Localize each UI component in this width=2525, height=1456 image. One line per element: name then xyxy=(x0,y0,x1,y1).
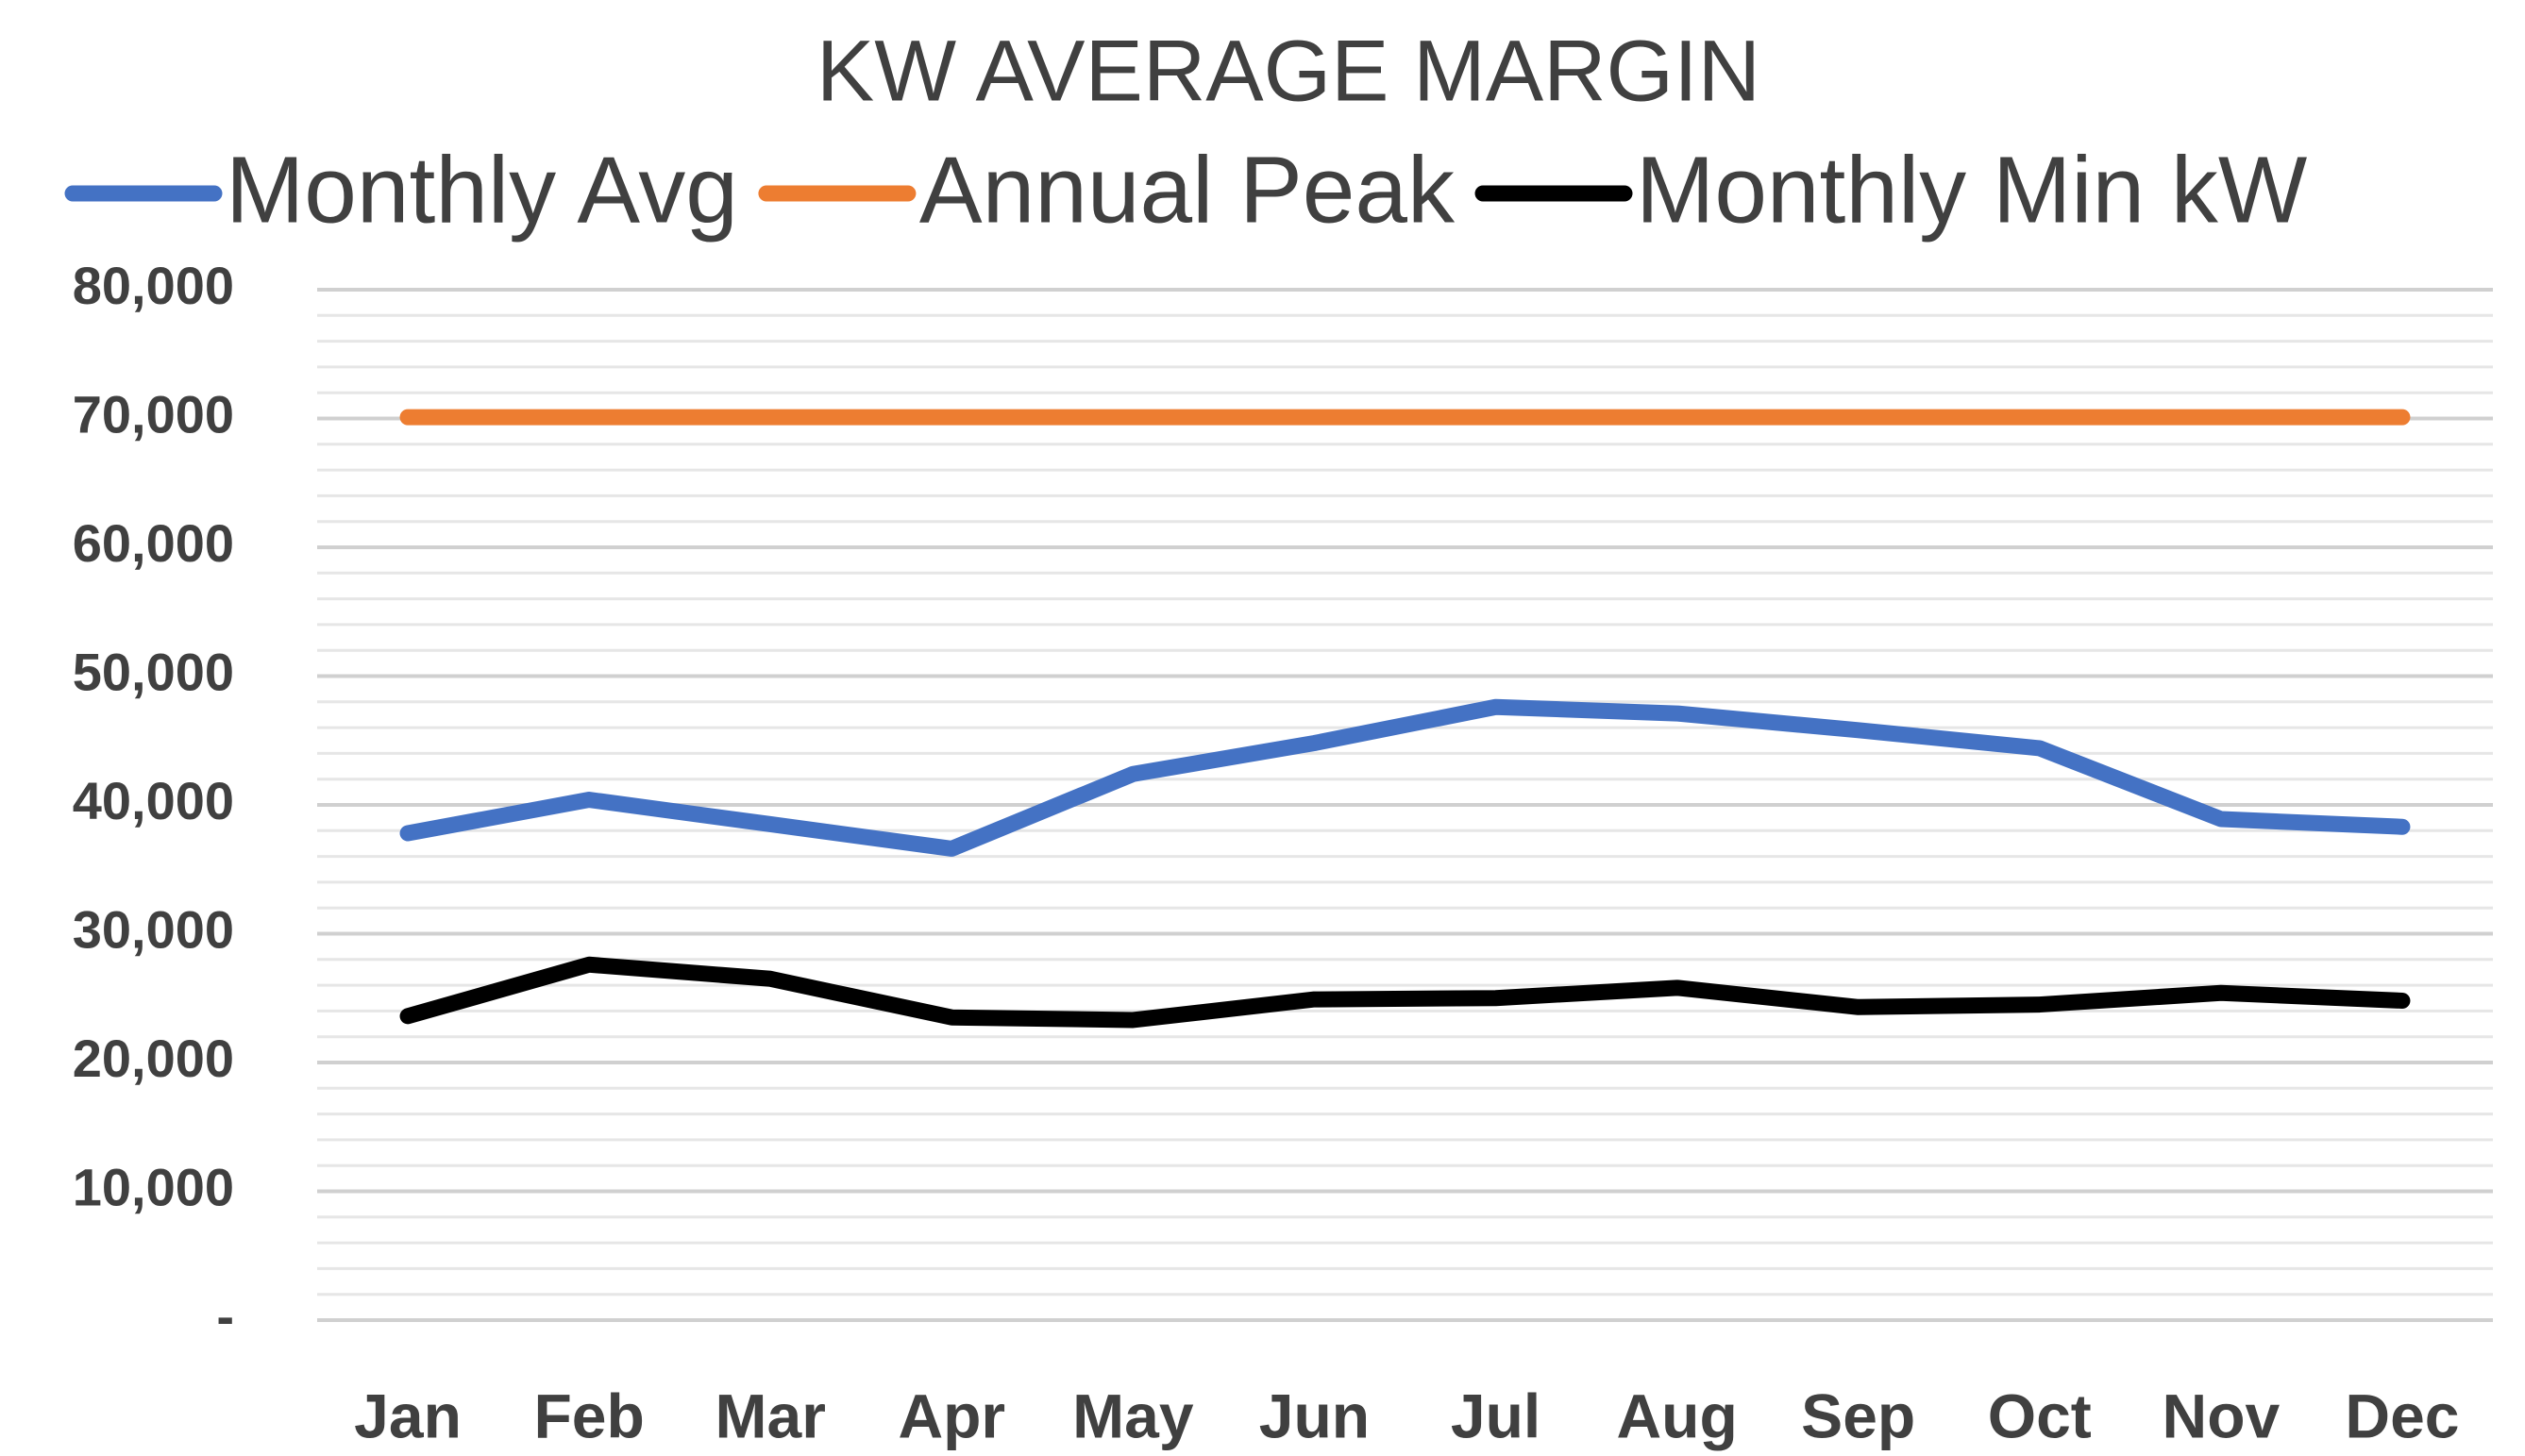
x-tick-label: Jul xyxy=(1451,1381,1540,1450)
legend-label: Monthly Avg xyxy=(226,137,738,243)
y-tick-label: 20,000 xyxy=(73,1029,234,1088)
x-tick-label: Aug xyxy=(1616,1381,1737,1450)
y-tick-label: 70,000 xyxy=(73,384,234,443)
series-line xyxy=(399,956,2411,1029)
chart-title: KW AVERAGE MARGIN xyxy=(816,23,1760,119)
x-tick-label: Dec xyxy=(2345,1381,2459,1450)
x-tick-label: May xyxy=(1072,1381,1194,1450)
x-tick-label: Oct xyxy=(1988,1381,2092,1450)
y-tick-label: 50,000 xyxy=(73,642,234,701)
y-tick-label: 80,000 xyxy=(73,256,234,315)
legend-label: Monthly Min kW xyxy=(1636,137,2308,243)
legend-label: Annual Peak xyxy=(919,137,1456,243)
y-tick-label: - xyxy=(216,1286,234,1346)
x-tick-label: Apr xyxy=(898,1381,1005,1450)
y-tick-label: 10,000 xyxy=(73,1157,234,1216)
x-tick-label: Sep xyxy=(1801,1381,1915,1450)
x-tick-label: Nov xyxy=(2163,1381,2281,1450)
x-tick-label: Jan xyxy=(354,1381,462,1450)
y-tick-label: 40,000 xyxy=(73,771,234,830)
series-line xyxy=(399,698,2411,857)
x-tick-label: Feb xyxy=(533,1381,644,1450)
x-tick-label: Mar xyxy=(715,1381,826,1450)
y-tick-label: 30,000 xyxy=(73,899,234,959)
y-tick-label: 60,000 xyxy=(73,513,234,573)
x-tick-label: Jun xyxy=(1259,1381,1370,1450)
